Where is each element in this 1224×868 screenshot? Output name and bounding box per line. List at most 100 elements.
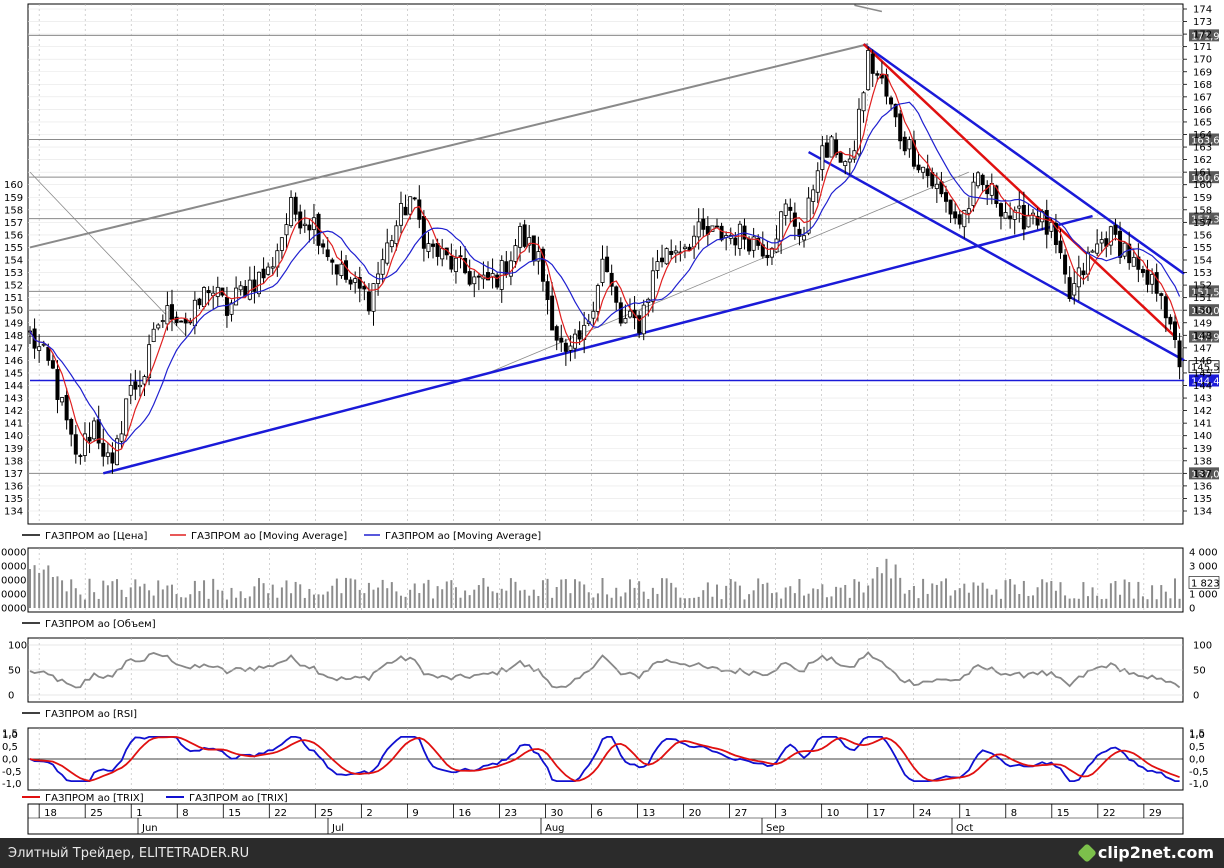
price-level-marker bbox=[1189, 171, 1219, 184]
price-candle bbox=[660, 257, 665, 263]
price-axis-label: 144 bbox=[1193, 381, 1212, 392]
price-candle bbox=[353, 278, 358, 283]
date-axis-day-label: 30 bbox=[550, 808, 563, 819]
price-candle bbox=[339, 263, 344, 276]
date-axis-day-label: 1 bbox=[965, 808, 971, 819]
price-candle bbox=[802, 235, 807, 241]
price-axis-label: 172 bbox=[1193, 30, 1212, 41]
price-candle bbox=[751, 236, 756, 251]
volume-axis-label: 4 000 bbox=[1189, 548, 1218, 559]
price-candle bbox=[911, 140, 916, 167]
price-axis-label: 171 bbox=[1193, 42, 1212, 53]
price-candle bbox=[394, 225, 399, 244]
price-candle bbox=[325, 249, 330, 258]
price-candle bbox=[962, 210, 967, 228]
price-axis-label-left: 159 bbox=[4, 193, 23, 204]
date-axis-day-label: 8 bbox=[182, 808, 188, 819]
price-candle bbox=[531, 235, 536, 262]
price-candle bbox=[243, 286, 248, 297]
price-axis-label: 150 bbox=[1193, 306, 1212, 317]
trix-axis-label-left: 1,0 bbox=[2, 730, 18, 741]
trix-axis-label: -0,5 bbox=[1189, 767, 1209, 778]
price-candle bbox=[627, 310, 632, 318]
volume-axis-label-left: 0000 bbox=[1, 604, 26, 615]
price-candle bbox=[1012, 209, 1017, 220]
price-candle bbox=[944, 192, 949, 202]
price-candle bbox=[669, 250, 674, 255]
price-candle bbox=[980, 174, 985, 186]
volume-pane[interactable] bbox=[27, 547, 1184, 613]
rsi-axis-label: 0 bbox=[1193, 691, 1199, 702]
price-level-marker bbox=[1189, 285, 1219, 298]
price-axis-label-left: 149 bbox=[4, 318, 23, 329]
volume-axis-label: 3 000 bbox=[1189, 562, 1218, 573]
date-axis-day-label: 9 bbox=[412, 808, 418, 819]
price-candle bbox=[1122, 242, 1127, 257]
trix-axis-label: -1,0 bbox=[1189, 779, 1209, 790]
date-axis-day-label: 17 bbox=[873, 808, 886, 819]
price-axis-label-left: 137 bbox=[4, 469, 23, 480]
price-candle bbox=[142, 376, 147, 385]
price-candle bbox=[1081, 270, 1086, 276]
trix-axis-label-left: 1,5 bbox=[2, 729, 18, 740]
price-candle bbox=[847, 158, 852, 163]
trix-red-line bbox=[29, 736, 1180, 782]
price-candle bbox=[1173, 321, 1178, 340]
price-candle bbox=[875, 73, 880, 76]
price-axis-label-left: 157 bbox=[4, 218, 23, 229]
trix-blue-line bbox=[29, 736, 1180, 782]
date-axis-day-label: 22 bbox=[274, 808, 287, 819]
price-level-marker bbox=[1189, 133, 1219, 146]
rsi-axis-label-left: 100 bbox=[8, 641, 27, 652]
volume-axis-label-left: 0000 bbox=[1, 576, 26, 587]
price-axis-label-left: 134 bbox=[4, 507, 23, 518]
price-axis-label: 148 bbox=[1193, 331, 1212, 342]
price-axis-label: 134 bbox=[1193, 507, 1212, 518]
price-axis-label-left: 160 bbox=[4, 180, 23, 191]
price-candle bbox=[838, 152, 843, 163]
price-candle bbox=[1113, 225, 1118, 235]
price-candle bbox=[1040, 210, 1045, 223]
price-candle bbox=[78, 455, 83, 457]
volume-legend: ГАЗПРОМ ао [Объем] bbox=[22, 619, 156, 630]
price-candle bbox=[811, 189, 816, 202]
price-candle bbox=[495, 274, 500, 288]
footer-bar: Элитный Трейдер, ELITETRADER.RU clip2net… bbox=[0, 838, 1224, 868]
price-candle bbox=[870, 53, 875, 74]
price-candle bbox=[472, 276, 477, 285]
price-axis-label: 157 bbox=[1193, 218, 1212, 229]
price-candle bbox=[1177, 340, 1182, 368]
price-axis-label-left: 155 bbox=[4, 243, 23, 254]
price-candle bbox=[412, 197, 417, 200]
price-candle bbox=[334, 264, 339, 275]
price-candle bbox=[398, 203, 403, 226]
price-candle bbox=[1044, 210, 1049, 235]
price-candle bbox=[545, 281, 550, 300]
price-candle bbox=[971, 181, 976, 206]
price-candle bbox=[696, 221, 701, 238]
price-candle bbox=[715, 225, 720, 228]
date-axis-day-label: 10 bbox=[827, 808, 840, 819]
price-candle bbox=[408, 196, 413, 215]
price-candle bbox=[60, 397, 65, 403]
price-candle bbox=[765, 254, 770, 259]
price-candle bbox=[605, 256, 610, 273]
price-candle bbox=[1140, 269, 1145, 274]
price-axis-label: 154 bbox=[1193, 256, 1212, 267]
price-level-marker bbox=[1189, 212, 1219, 225]
date-axis-day-label: 24 bbox=[919, 808, 932, 819]
moving-average-fast-line bbox=[29, 73, 1181, 452]
price-candle bbox=[600, 258, 605, 283]
price-candle bbox=[609, 272, 614, 287]
footer-source: Элитный Трейдер, ELITETRADER.RU bbox=[8, 846, 250, 861]
trix-axis-label-left: -0,5 bbox=[2, 767, 22, 778]
price-candle bbox=[733, 237, 738, 246]
price-candle bbox=[431, 243, 436, 247]
price-candle bbox=[788, 206, 793, 211]
price-candle bbox=[435, 242, 440, 257]
price-candle bbox=[976, 172, 981, 187]
volume-axis-label-left: 0000 bbox=[1, 548, 26, 559]
price-candle bbox=[37, 346, 42, 351]
price-candle bbox=[1072, 283, 1077, 296]
footer-watermark: clip2net.com bbox=[1076, 843, 1214, 863]
